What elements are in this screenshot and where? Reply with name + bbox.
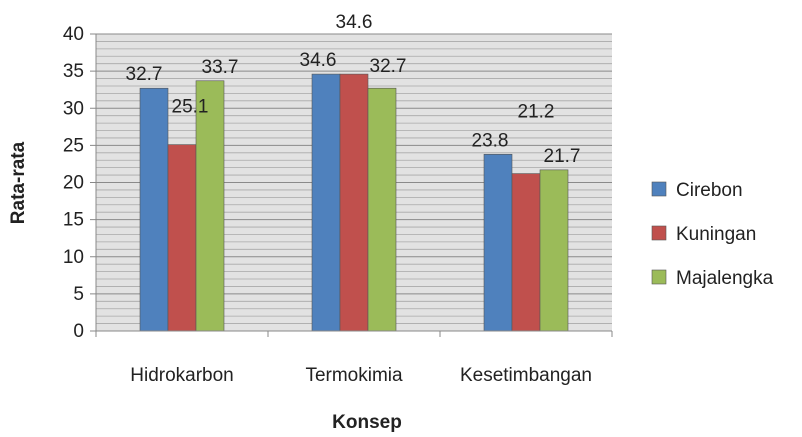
y-tick-label: 0 — [73, 321, 84, 342]
y-tick-label: 40 — [63, 24, 84, 45]
x-tick-label: Hidrokarbon — [130, 365, 234, 386]
data-label: 25.1 — [172, 97, 209, 118]
data-label: 32.7 — [370, 56, 407, 77]
data-label: 34.6 — [336, 12, 373, 33]
legend-swatch-cirebon — [651, 181, 667, 197]
data-label: 32.7 — [126, 64, 163, 85]
y-tick-label: 5 — [73, 284, 84, 305]
y-tick-label: 30 — [63, 98, 84, 119]
bar-cirebon-termokimia — [311, 73, 341, 332]
bar-cirebon-kesetimbangan — [483, 153, 513, 332]
bars — [139, 73, 569, 332]
legend: Cirebon Kuningan Majalengka — [651, 180, 774, 289]
bar-majalengka-hidrokarbon — [195, 80, 225, 332]
x-tick-label: Termokimia — [305, 365, 403, 386]
data-label: 21.7 — [544, 146, 581, 167]
data-label: 21.2 — [518, 102, 555, 123]
legend-swatch-kuningan — [651, 225, 667, 241]
y-tick-label: 15 — [63, 210, 84, 231]
data-label: 34.6 — [300, 50, 337, 71]
legend-label-majalengka: Majalengka — [676, 268, 774, 289]
bar-kuningan-termokimia — [339, 73, 369, 332]
x-tick-label: Kesetimbangan — [460, 365, 592, 386]
bar-cirebon-hidrokarbon — [139, 87, 169, 332]
bar-kuningan-hidrokarbon — [167, 144, 197, 332]
x-axis-title: Konsep — [332, 412, 402, 433]
y-tick-labels: 0 5 10 15 20 25 30 35 40 — [63, 24, 84, 342]
y-tick-label: 25 — [63, 135, 84, 156]
x-category-labels: Hidrokarbon Termokimia Kesetimbangan — [130, 365, 592, 386]
y-tick-label: 20 — [63, 173, 84, 194]
bar-majalengka-kesetimbangan — [539, 169, 569, 332]
axes — [90, 33, 613, 337]
legend-swatch-majalengka — [651, 269, 667, 285]
legend-label-cirebon: Cirebon — [676, 180, 743, 201]
bar-majalengka-termokimia — [367, 87, 397, 332]
data-label: 33.7 — [202, 57, 239, 78]
y-axis-title: Rata-rata — [8, 141, 29, 224]
data-label: 23.8 — [472, 130, 509, 151]
legend-label-kuningan: Kuningan — [676, 224, 756, 245]
data-labels: 32.7 25.1 33.7 34.6 34.6 32.7 23.8 21.2 21.7 — [126, 12, 581, 167]
y-tick-label: 35 — [63, 61, 84, 82]
y-tick-label: 10 — [63, 247, 84, 268]
bar-kuningan-kesetimbangan — [511, 173, 541, 332]
